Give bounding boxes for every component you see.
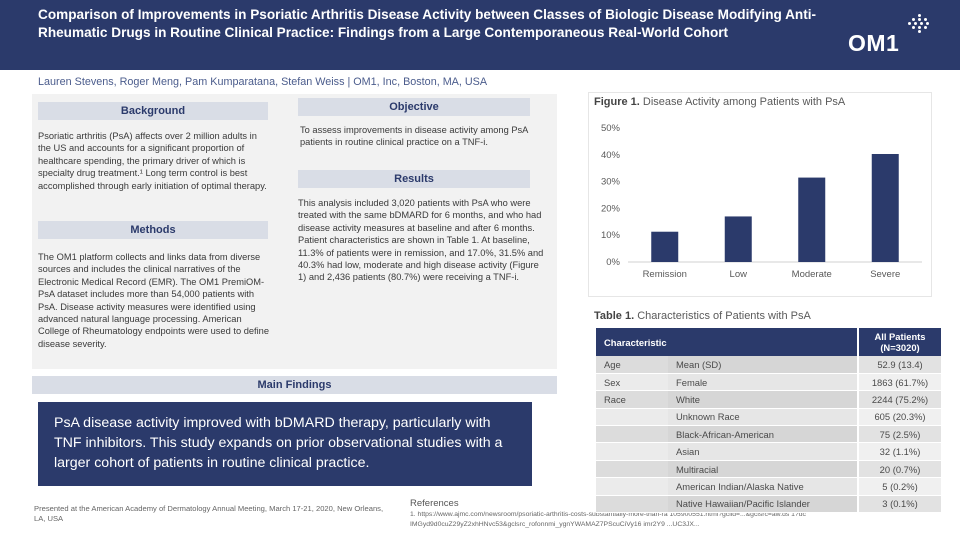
table-cell <box>596 495 668 514</box>
patient-characteristics-table: Characteristic All Patients (N=3020) Age M… <box>596 328 941 514</box>
table-cell: 5 (0.2%) <box>857 477 941 496</box>
table-row: Age Mean (SD) 52.9 (13.4) <box>596 356 941 374</box>
y-tick-label: 40% <box>601 150 621 161</box>
table-row: Asian 32 (1.1%) <box>596 442 941 461</box>
table-row: Unknown Race 605 (20.3%) <box>596 408 941 427</box>
background-heading: Background <box>38 102 268 120</box>
table-cell: 1863 (61.7%) <box>857 373 941 392</box>
results-text: This analysis included 3,020 patients wi… <box>298 198 544 283</box>
table-cell: Sex <box>596 373 668 392</box>
background-text: Psoriatic arthritis (PsA) affects over 2… <box>38 131 267 191</box>
table-cell: 75 (2.5%) <box>857 425 941 444</box>
table-cell: Mean (SD) <box>668 356 858 374</box>
table-cell: 52.9 (13.4) <box>857 356 941 374</box>
main-findings-text: PsA disease activity improved with bDMAR… <box>54 415 503 471</box>
table-row: Multiracial 20 (0.7%) <box>596 460 941 479</box>
figure-caption: Figure 1. Disease Activity among Patient… <box>594 96 845 108</box>
x-tick-label: Severe <box>870 269 900 280</box>
table-row: Native Hawaiian/Pacific Islander 3 (0.1%) <box>596 495 941 514</box>
x-tick-label: Moderate <box>792 269 832 280</box>
table-cell: Age <box>596 356 668 374</box>
figure-caption-text: Disease Activity among Patients with PsA <box>639 96 846 108</box>
y-tick-label: 10% <box>601 230 621 241</box>
presentation-note: Presented at the American Academy of Der… <box>34 504 384 523</box>
table-cell: Unknown Race <box>668 408 858 427</box>
methods-heading: Methods <box>38 221 268 239</box>
objective-text: To assess improvements in disease activi… <box>300 125 528 148</box>
poster-title: Comparison of Improvements in Psoriatic … <box>38 7 817 40</box>
om1-logo: OM1 <box>848 14 938 58</box>
disease-activity-chart: 0% 10% 20% 30% 40% 50% Remission Low Moderate Sev… <box>601 123 922 280</box>
poster-header: Comparison of Improvements in Psoriatic … <box>0 0 960 70</box>
table-cell <box>596 460 668 479</box>
table-cell <box>596 408 668 427</box>
y-tick-label: 30% <box>601 177 621 188</box>
objective-heading: Objective <box>298 98 530 116</box>
table-cell: 20 (0.7%) <box>857 460 941 479</box>
table-cell <box>596 425 668 444</box>
table-caption: Table 1. Characteristics of Patients wit… <box>594 310 811 322</box>
methods-text: The OM1 platform collects and links data… <box>38 252 270 349</box>
bar <box>651 231 679 262</box>
table-row: Black-African-American 75 (2.5%) <box>596 425 941 444</box>
table-cell: 2244 (75.2%) <box>857 390 941 409</box>
table-caption-label: Table 1. <box>594 310 635 322</box>
table-cell <box>596 477 668 496</box>
table-cell: 32 (1.1%) <box>857 442 941 461</box>
table-caption-text: Characteristics of Patients with PsA <box>634 310 811 322</box>
bar <box>724 216 752 262</box>
y-tick-label: 20% <box>601 203 621 214</box>
y-tick-label: 50% <box>601 123 621 134</box>
table-cell: 605 (20.3%) <box>857 408 941 427</box>
table-cell: Race <box>596 390 668 409</box>
logo-dots-icon <box>904 14 934 34</box>
table-cell <box>596 442 668 461</box>
bar <box>798 177 826 262</box>
table-cell: 3 (0.1%) <box>857 495 941 514</box>
table-cell: Native Hawaiian/Pacific Islander <box>668 495 858 514</box>
x-tick-label: Low <box>730 269 748 280</box>
bar <box>871 153 899 262</box>
table-row: Sex Female 1863 (61.7%) <box>596 373 941 392</box>
table-cell: Female <box>668 373 858 392</box>
results-heading: Results <box>298 170 530 188</box>
table-cell: Multiracial <box>668 460 858 479</box>
references-heading: References <box>410 498 459 509</box>
x-tick-label: Remission <box>643 269 687 280</box>
table-header-characteristic: Characteristic <box>596 328 859 356</box>
table-cell: White <box>668 390 858 409</box>
references-text: 1. https://www.ajmc.com/newsroom/psoriat… <box>410 511 806 528</box>
table-row: Race White 2244 (75.2%) <box>596 390 941 409</box>
author-line: Lauren Stevens, Roger Meng, Pam Kumparat… <box>38 76 488 88</box>
table-header-all-patients: All Patients (N=3020) <box>858 328 941 356</box>
table-cell: American Indian/Alaska Native <box>668 477 858 496</box>
main-findings-box: PsA disease activity improved with bDMAR… <box>38 402 532 486</box>
table-row: American Indian/Alaska Native 5 (0.2%) <box>596 477 941 496</box>
table-header-row: Characteristic All Patients (N=3020) <box>596 328 941 356</box>
table-cell: Black-African-American <box>668 425 858 444</box>
table-cell: Asian <box>668 442 858 461</box>
logo-wordmark: OM1 <box>848 30 900 56</box>
figure-caption-label: Figure 1. <box>594 96 640 108</box>
y-tick-label: 0% <box>606 257 620 268</box>
main-findings-heading: Main Findings <box>32 376 557 394</box>
